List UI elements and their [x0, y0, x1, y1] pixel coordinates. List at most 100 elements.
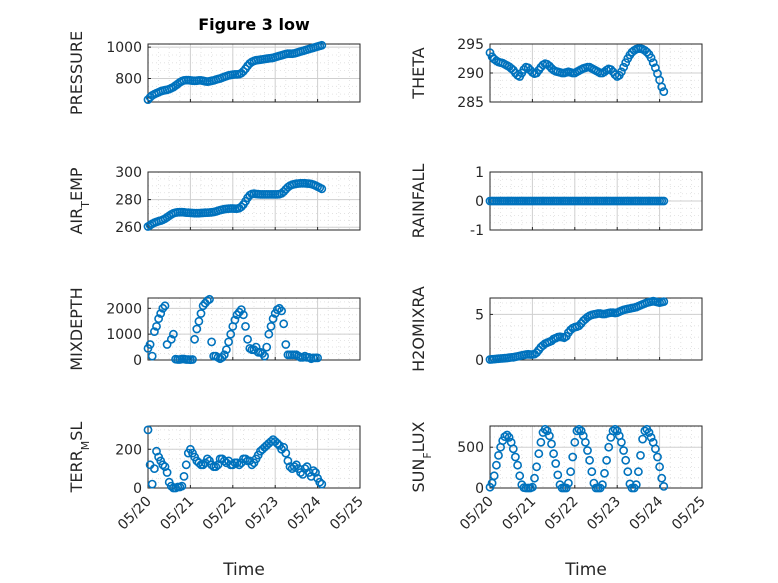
data-point — [572, 426, 582, 436]
x-tick-label: 05/23 — [584, 494, 624, 534]
y-tick-label: 0 — [133, 481, 142, 497]
y-tick-label: 800 — [115, 71, 142, 87]
data-point — [576, 426, 586, 436]
data-point — [549, 449, 558, 459]
data-point — [281, 340, 291, 349]
data-point — [646, 53, 656, 63]
data-point — [619, 446, 628, 455]
data-point — [162, 468, 172, 477]
data-point — [315, 477, 325, 487]
data-point — [279, 319, 289, 329]
data-point — [168, 329, 178, 339]
y-tick-label: 1000 — [106, 327, 142, 343]
data-point — [268, 314, 278, 324]
data-point — [604, 442, 614, 452]
data-point — [515, 471, 525, 481]
subplot-theta: 285 290 295 THETA — [409, 37, 703, 111]
data-point — [602, 455, 611, 465]
x-tick-label: 05/23 — [242, 494, 282, 534]
data-point — [272, 438, 282, 448]
data-point — [262, 342, 272, 352]
data-point — [190, 334, 199, 344]
data-point — [198, 460, 208, 470]
data-point — [308, 466, 318, 475]
data-point — [608, 426, 618, 436]
data-point — [551, 459, 561, 468]
data-point — [238, 66, 248, 76]
y-axis-label: MIXDEPTH — [67, 287, 86, 370]
data-point — [160, 301, 170, 311]
data-point — [530, 473, 539, 483]
data-point — [143, 425, 153, 435]
data-point — [617, 67, 626, 77]
data-point — [156, 309, 166, 318]
data-point — [491, 460, 501, 470]
figure-title: Figure 3 low — [198, 15, 310, 34]
data-point — [317, 184, 327, 194]
y-tick-label: -1 — [470, 223, 484, 239]
y-axis-label: THETA — [409, 47, 428, 99]
y-tick-label: 300 — [115, 165, 142, 181]
data-point — [636, 450, 645, 460]
data-point — [158, 303, 168, 313]
data-point — [655, 462, 664, 472]
data-point — [224, 337, 233, 347]
data-point — [289, 462, 299, 472]
x-tick-label: 05/25 — [669, 494, 709, 534]
data-point — [561, 483, 571, 493]
data-point — [610, 424, 620, 434]
data-point — [534, 449, 544, 459]
data-point — [657, 473, 667, 483]
subplot-pressure: 800 1000 PRESSURE — [67, 31, 361, 115]
data-point — [145, 340, 155, 349]
y-tick-label: 1000 — [106, 40, 142, 56]
data-point — [542, 426, 552, 436]
data-point — [226, 329, 236, 339]
data-point — [508, 444, 518, 454]
y-tick-label: 0 — [475, 481, 484, 497]
data-point — [236, 305, 246, 314]
data-point — [536, 437, 546, 447]
x-tick-label: 05/20 — [115, 494, 155, 534]
data-point — [617, 437, 626, 447]
data-point — [219, 456, 229, 466]
data-point — [207, 337, 216, 347]
data-point — [585, 455, 594, 465]
y-tick-label: 500 — [457, 440, 484, 456]
y-tick-label: 280 — [115, 193, 142, 209]
data-point — [564, 478, 573, 488]
data-point — [634, 467, 643, 477]
data-point — [504, 432, 514, 442]
y-tick-label: 0 — [475, 194, 484, 210]
data-point — [192, 324, 202, 334]
data-point — [581, 437, 590, 447]
data-point — [158, 460, 168, 470]
y-tick-label: 1 — [475, 165, 484, 181]
y-tick-label: 0 — [133, 353, 142, 369]
axes-frame — [147, 425, 361, 489]
data-point — [232, 458, 242, 468]
data-point — [570, 437, 580, 447]
data-point — [612, 426, 622, 436]
x-tick-label: 05/21 — [157, 494, 197, 534]
x-tick-label: 05/24 — [285, 493, 325, 533]
data-point — [494, 450, 503, 460]
data-point — [553, 470, 563, 480]
data-point — [621, 455, 631, 465]
data-point — [230, 315, 240, 325]
x-tick-label: 05/21 — [499, 494, 539, 534]
data-point — [277, 306, 286, 316]
data-point — [511, 452, 520, 462]
data-point — [657, 82, 667, 92]
data-point — [653, 452, 662, 462]
data-point — [545, 431, 554, 441]
y-tick-label: 295 — [457, 37, 484, 53]
data-point — [166, 334, 176, 344]
data-point — [502, 430, 512, 440]
data-point — [317, 479, 327, 489]
axes-frame — [147, 171, 361, 231]
data-point — [205, 294, 214, 304]
data-point — [202, 454, 212, 464]
y-axis-label: PRESSURE — [67, 31, 86, 115]
y-axis-label: H2OMIXRA — [409, 286, 428, 372]
